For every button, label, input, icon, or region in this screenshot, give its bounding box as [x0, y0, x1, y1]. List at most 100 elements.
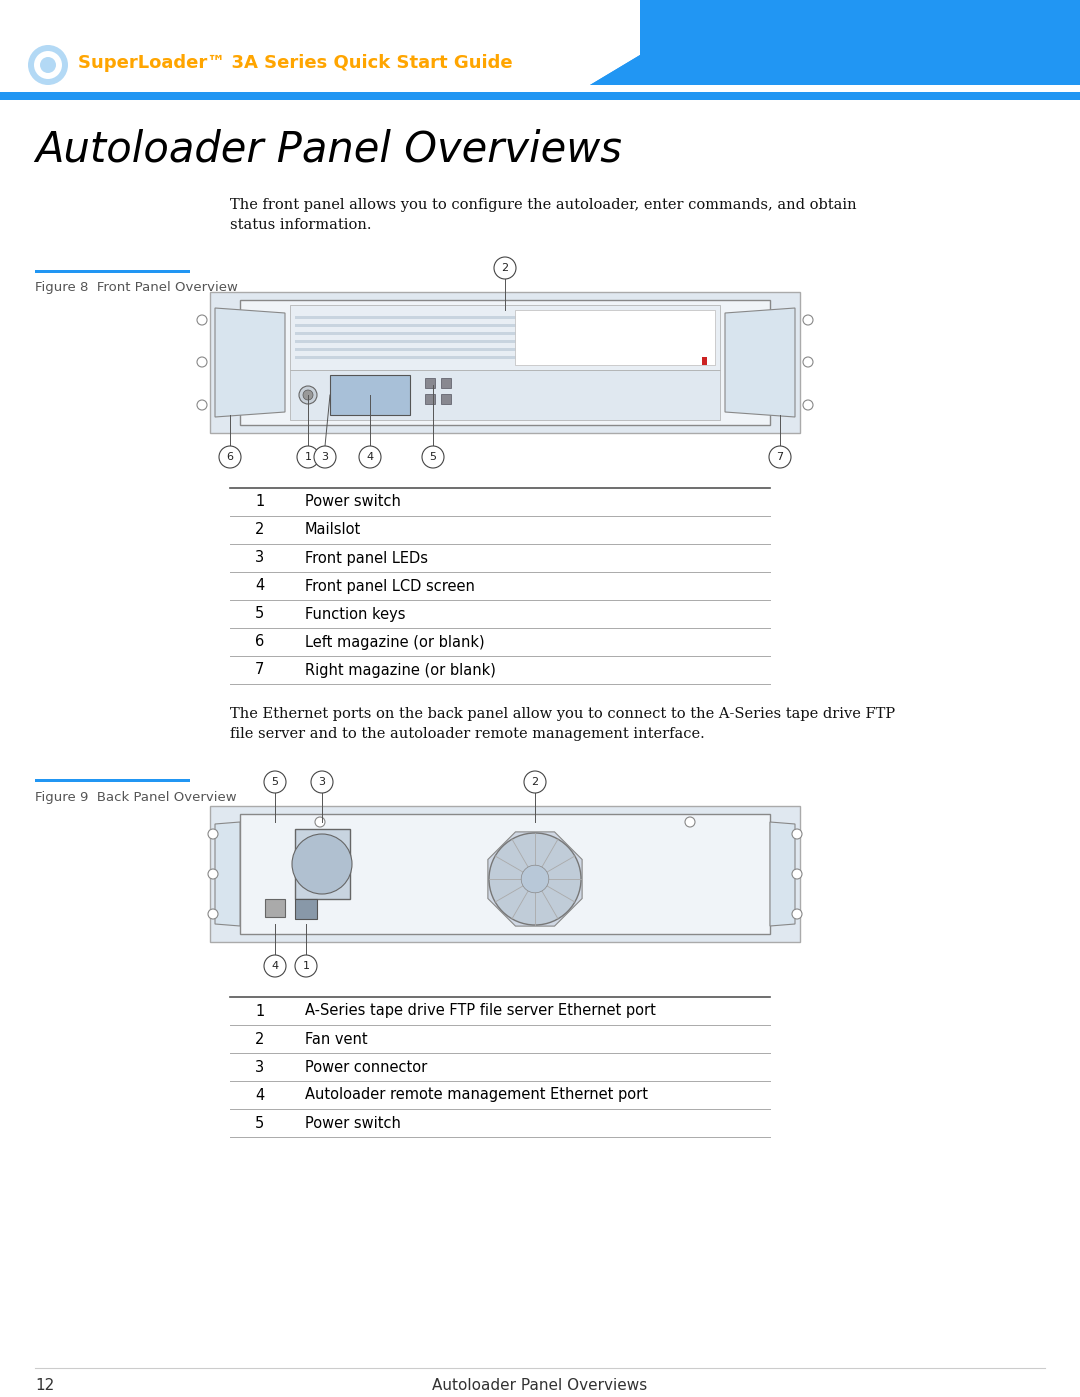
Text: 5: 5: [271, 777, 279, 787]
Circle shape: [311, 771, 333, 793]
Text: Power switch: Power switch: [305, 495, 401, 510]
Circle shape: [804, 358, 813, 367]
Polygon shape: [770, 821, 795, 926]
Bar: [295, 348, 715, 351]
Text: Autoloader Panel Overviews: Autoloader Panel Overviews: [432, 1379, 648, 1393]
Circle shape: [33, 52, 62, 80]
Bar: [295, 828, 350, 900]
Circle shape: [314, 446, 336, 468]
Text: Autoloader Panel Overviews: Autoloader Panel Overviews: [35, 129, 622, 170]
Text: Figure 8  Front Panel Overview: Figure 8 Front Panel Overview: [35, 282, 238, 295]
Text: 3: 3: [322, 453, 328, 462]
Text: file server and to the autoloader remote management interface.: file server and to the autoloader remote…: [230, 726, 705, 740]
Text: 7: 7: [255, 662, 265, 678]
Circle shape: [264, 956, 286, 977]
Text: 5: 5: [255, 1115, 265, 1130]
Circle shape: [792, 909, 802, 919]
Bar: [0, 0, 1080, 85]
Bar: [295, 356, 715, 359]
Circle shape: [297, 446, 319, 468]
Text: 4: 4: [271, 961, 279, 971]
Text: The Ethernet ports on the back panel allow you to connect to the A-Series tape d: The Ethernet ports on the back panel all…: [230, 707, 895, 721]
Circle shape: [494, 257, 516, 279]
Circle shape: [359, 446, 381, 468]
Bar: [330, 374, 410, 415]
Text: 4: 4: [255, 1087, 265, 1102]
Text: Fan vent: Fan vent: [305, 1031, 367, 1046]
Bar: [0, 92, 1080, 101]
Text: A-Series tape drive FTP file server Ethernet port: A-Series tape drive FTP file server Ethe…: [305, 1003, 656, 1018]
Text: Function keys: Function keys: [305, 606, 405, 622]
Bar: [240, 814, 770, 935]
Circle shape: [299, 386, 318, 404]
Bar: [295, 324, 715, 327]
Bar: [426, 379, 435, 388]
Text: 5: 5: [430, 453, 436, 462]
Text: 3: 3: [319, 777, 325, 787]
Bar: [426, 394, 435, 404]
Polygon shape: [725, 307, 795, 416]
Bar: [35, 270, 190, 272]
Text: 6: 6: [255, 634, 265, 650]
Circle shape: [315, 817, 325, 827]
Text: Front panel LEDs: Front panel LEDs: [305, 550, 428, 566]
Polygon shape: [215, 307, 285, 416]
Bar: [295, 332, 715, 335]
Bar: [291, 370, 720, 420]
Bar: [295, 900, 318, 919]
Text: 2: 2: [501, 263, 509, 272]
Circle shape: [40, 57, 56, 73]
Text: 2: 2: [255, 522, 265, 538]
Polygon shape: [215, 821, 240, 926]
Text: 1: 1: [305, 453, 311, 462]
Text: 4: 4: [366, 453, 374, 462]
Text: 1: 1: [302, 961, 310, 971]
Text: The front panel allows you to configure the autoloader, enter commands, and obta: The front panel allows you to configure …: [230, 198, 856, 212]
Text: 5: 5: [255, 606, 265, 622]
Circle shape: [769, 446, 791, 468]
Bar: [441, 394, 451, 404]
Text: Autoloader remote management Ethernet port: Autoloader remote management Ethernet po…: [305, 1087, 648, 1102]
Circle shape: [219, 446, 241, 468]
Circle shape: [292, 834, 352, 894]
Circle shape: [28, 45, 68, 85]
Text: Right magazine (or blank): Right magazine (or blank): [305, 662, 496, 678]
Circle shape: [208, 869, 218, 879]
Circle shape: [208, 909, 218, 919]
Circle shape: [295, 956, 318, 977]
Bar: [210, 806, 800, 942]
Circle shape: [197, 400, 207, 409]
Bar: [210, 292, 800, 433]
Bar: [702, 358, 707, 365]
Bar: [441, 379, 451, 388]
Circle shape: [264, 771, 286, 793]
Polygon shape: [488, 831, 582, 926]
Circle shape: [804, 314, 813, 326]
Bar: [291, 305, 720, 370]
Bar: [515, 310, 715, 365]
Text: Figure 9  Back Panel Overview: Figure 9 Back Panel Overview: [35, 791, 237, 803]
Bar: [295, 316, 715, 319]
Text: status information.: status information.: [230, 218, 372, 232]
Text: 2: 2: [531, 777, 539, 787]
Polygon shape: [561, 25, 590, 85]
Circle shape: [303, 390, 313, 400]
Circle shape: [422, 446, 444, 468]
Polygon shape: [0, 0, 640, 85]
Circle shape: [685, 817, 696, 827]
Circle shape: [208, 828, 218, 840]
Bar: [295, 339, 715, 344]
Circle shape: [524, 771, 546, 793]
Circle shape: [804, 400, 813, 409]
Circle shape: [489, 833, 581, 925]
Polygon shape: [590, 54, 640, 85]
Circle shape: [522, 865, 549, 893]
Circle shape: [792, 828, 802, 840]
Text: 3: 3: [255, 550, 265, 566]
Circle shape: [197, 358, 207, 367]
Text: Power connector: Power connector: [305, 1059, 428, 1074]
Bar: [35, 780, 190, 782]
Text: Left magazine (or blank): Left magazine (or blank): [305, 634, 485, 650]
Text: 4: 4: [255, 578, 265, 594]
Circle shape: [792, 869, 802, 879]
